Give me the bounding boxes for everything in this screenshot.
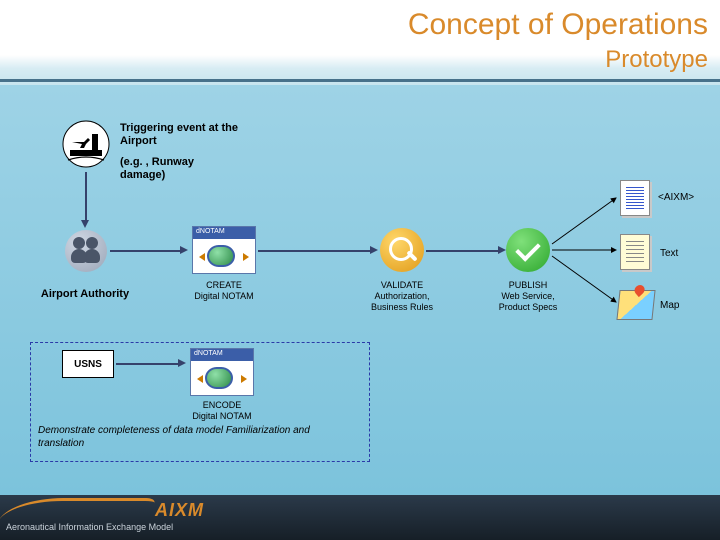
arrow-left-icon xyxy=(199,253,205,261)
encode-line1: ENCODE xyxy=(203,400,242,410)
usns-box: USNS xyxy=(62,350,114,378)
arrowhead-icon xyxy=(180,246,188,254)
magnify-icon xyxy=(380,228,424,272)
airport-icon xyxy=(62,120,110,168)
validate-line3: Business Rules xyxy=(371,302,433,312)
encode-label: ENCODE Digital NOTAM xyxy=(180,400,264,422)
page-subtitle: Prototype xyxy=(0,46,708,74)
encode-window-icon: dNOTAM xyxy=(190,348,254,396)
arrowhead-icon xyxy=(178,359,186,367)
footer-tagline: Aeronautical Information Exchange Model xyxy=(6,522,173,532)
connector-create-validate xyxy=(258,250,370,252)
publish-line2: Web Service, xyxy=(501,291,554,301)
page-title: Concept of Operations xyxy=(0,8,708,42)
slide-root: Concept of Operations Prototype Triggeri… xyxy=(0,0,720,540)
aixm-output-label: <AIXM> xyxy=(658,192,694,203)
publish-line3: Product Specs xyxy=(499,302,558,312)
connector-people-create xyxy=(110,250,180,252)
trigger-example: (e.g. , Runway damage) xyxy=(120,156,240,182)
arrowhead-icon xyxy=(370,246,378,254)
connector-validate-publish xyxy=(426,250,498,252)
connector-usns-encode xyxy=(116,363,178,365)
validate-label: VALIDATE Authorization, Business Rules xyxy=(362,280,442,312)
demo-note: Demonstrate completeness of data model F… xyxy=(38,425,358,450)
people-icon xyxy=(65,230,107,272)
create-window-icon: dNOTAM xyxy=(192,226,256,274)
encode-line2: Digital NOTAM xyxy=(192,411,251,421)
footer-brand: AIXM xyxy=(155,500,204,521)
trigger-heading: Triggering event at the Airport xyxy=(120,122,240,148)
globe-icon xyxy=(205,367,233,389)
header-rule xyxy=(0,79,720,82)
arrowhead-icon xyxy=(498,246,506,254)
create-line1: CREATE xyxy=(206,280,242,290)
publish-line1: PUBLISH xyxy=(509,280,548,290)
create-line2: Digital NOTAM xyxy=(194,291,253,301)
map-output-label: Map xyxy=(660,300,679,311)
validate-line1: VALIDATE xyxy=(381,280,423,290)
arrowhead-icon xyxy=(81,220,89,228)
create-label: CREATE Digital NOTAM xyxy=(182,280,266,302)
arrow-left-icon xyxy=(197,375,203,383)
text-output-label: Text xyxy=(660,248,678,259)
validate-line2: Authorization, xyxy=(374,291,429,301)
connector-airport-people xyxy=(85,172,87,220)
fanout-connectors xyxy=(550,190,630,320)
checkmark-icon xyxy=(506,228,550,272)
arrow-right-icon xyxy=(241,375,247,383)
globe-icon xyxy=(207,245,235,267)
arrow-right-icon xyxy=(243,253,249,261)
window-titlebar: dNOTAM xyxy=(193,227,255,239)
window-titlebar: dNOTAM xyxy=(191,349,253,361)
airport-authority-label: Airport Authority xyxy=(20,288,150,301)
